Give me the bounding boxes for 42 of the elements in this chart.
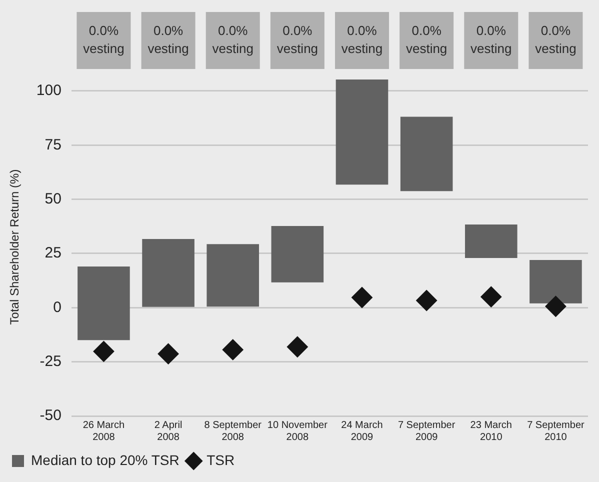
y-tick-label: 100 (36, 82, 62, 100)
bar (206, 244, 260, 307)
bar (464, 224, 518, 258)
x-tick-label: 2 April 2008 (154, 420, 182, 443)
x-tick-label: 8 September 2008 (204, 420, 262, 443)
point (352, 286, 372, 308)
text: 0.0% vesting (212, 23, 254, 56)
text: 0.0% vesting (148, 23, 189, 56)
y-tick-label: -25 (40, 352, 62, 370)
y-tick-label: 25 (44, 244, 62, 262)
point (222, 339, 244, 360)
point (93, 340, 114, 362)
bar (530, 260, 582, 304)
y-tick-label: 50 (44, 190, 62, 208)
x-tick-label: 23 March 2010 (470, 420, 512, 443)
bar (142, 238, 194, 307)
text: 0.0% vesting (406, 23, 448, 56)
text: 0.0% vesting (83, 23, 124, 56)
text: 0.0% vesting (276, 23, 318, 56)
point (416, 290, 438, 312)
point (286, 336, 308, 358)
x-tick-label: 26 March 2008 (82, 420, 125, 443)
x-tick-label: 10 November 2008 (267, 420, 328, 443)
x-tick-label: 24 March 2009 (341, 420, 383, 443)
y-tick-label: -50 (40, 407, 62, 424)
text: 0.0% vesting (341, 23, 383, 56)
bar (271, 226, 324, 282)
text: 0.0% vesting (470, 23, 512, 56)
point (545, 296, 566, 317)
point (480, 286, 502, 308)
bar (78, 266, 130, 340)
x-tick-label: 7 September 2009 (398, 420, 456, 443)
point (158, 343, 179, 364)
y-tick-label: 75 (44, 136, 62, 154)
y-axis-title: Total Shareholder Return (%) (8, 169, 22, 325)
legend-label: Median to top 20% TSR (31, 452, 180, 468)
bar (336, 80, 388, 185)
x-tick-label: 7 September 2010 (527, 420, 586, 443)
legend-label: TSR (206, 452, 235, 468)
bar (400, 116, 453, 192)
y-tick-label: 0 (53, 298, 62, 316)
text: 0.0% vesting (535, 23, 576, 56)
